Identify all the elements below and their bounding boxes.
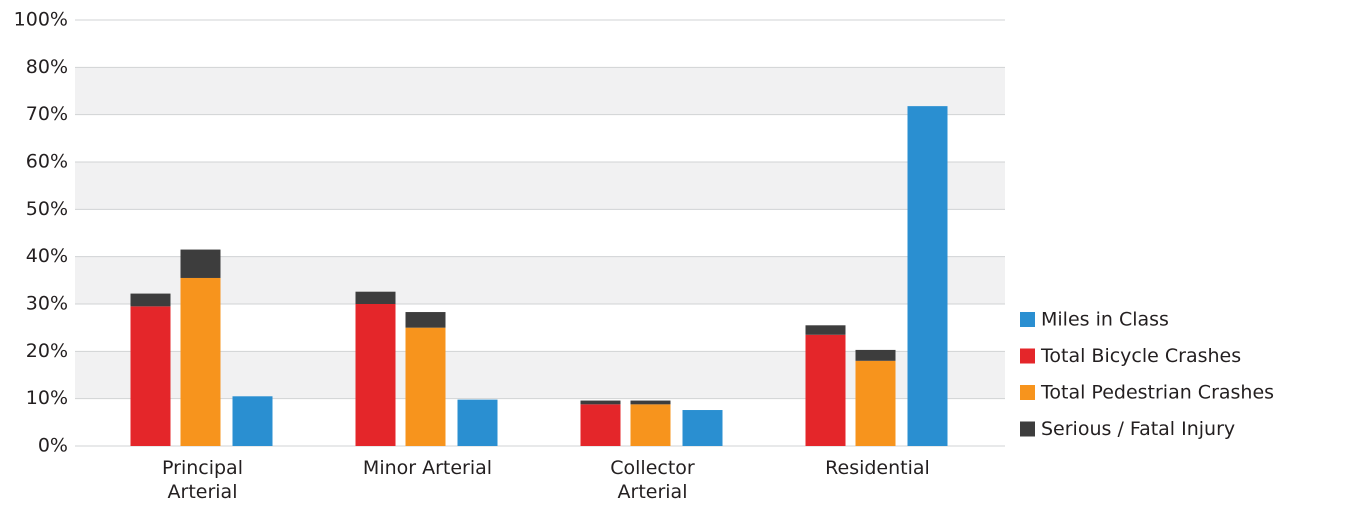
- grid-band: [75, 162, 1005, 210]
- bar: [180, 277, 221, 446]
- bar-segment: [630, 400, 671, 405]
- bar: [130, 306, 171, 446]
- y-tick-label: 0%: [38, 435, 68, 457]
- y-tick-label: 100%: [14, 9, 68, 31]
- y-tick-label: 80%: [26, 56, 68, 78]
- bar: [457, 399, 498, 446]
- y-tick-label: 20%: [26, 340, 68, 362]
- legend-swatch: [1020, 312, 1035, 327]
- y-tick-label: 10%: [26, 387, 68, 409]
- bar-segment: [180, 249, 221, 278]
- grid-band: [75, 67, 1005, 115]
- bar-segment: [405, 312, 446, 328]
- bar: [855, 360, 896, 446]
- y-tick-label: 40%: [26, 245, 68, 267]
- grid-band: [75, 351, 1005, 399]
- legend-swatch: [1020, 348, 1035, 364]
- bar: [682, 410, 723, 446]
- bar: [232, 396, 273, 446]
- legend-label: Serious / Fatal Injury: [1041, 418, 1235, 440]
- y-tick-label: 30%: [26, 293, 68, 315]
- legend-label: Miles in Class: [1041, 309, 1169, 331]
- x-tick-label: Principal Arterial: [162, 457, 243, 503]
- legend-swatch: [1020, 385, 1035, 400]
- bar-segment: [580, 400, 621, 405]
- bar-segment: [855, 349, 896, 361]
- y-tick-label: 60%: [26, 151, 68, 173]
- bar: [630, 404, 671, 446]
- y-tick-label: 70%: [26, 103, 68, 125]
- bar-segment: [805, 325, 846, 335]
- bar: [580, 404, 621, 446]
- x-tick-label: Collector Arterial: [610, 457, 695, 503]
- bar: [805, 334, 846, 446]
- grid-band: [75, 256, 1005, 304]
- y-tick-label: 50%: [26, 198, 68, 220]
- x-tick-label: Minor Arterial: [362, 457, 493, 479]
- x-tick-label: Residential: [825, 457, 930, 479]
- bar: [405, 327, 446, 446]
- bar-segment: [355, 291, 396, 304]
- legend-label: Total Pedestrian Crashes: [1040, 382, 1274, 404]
- bar-segment: [130, 293, 171, 307]
- bar: [355, 304, 396, 446]
- legend-swatch: [1020, 421, 1035, 437]
- bar: [907, 106, 948, 446]
- legend-label: Total Bicycle Crashes: [1040, 345, 1241, 367]
